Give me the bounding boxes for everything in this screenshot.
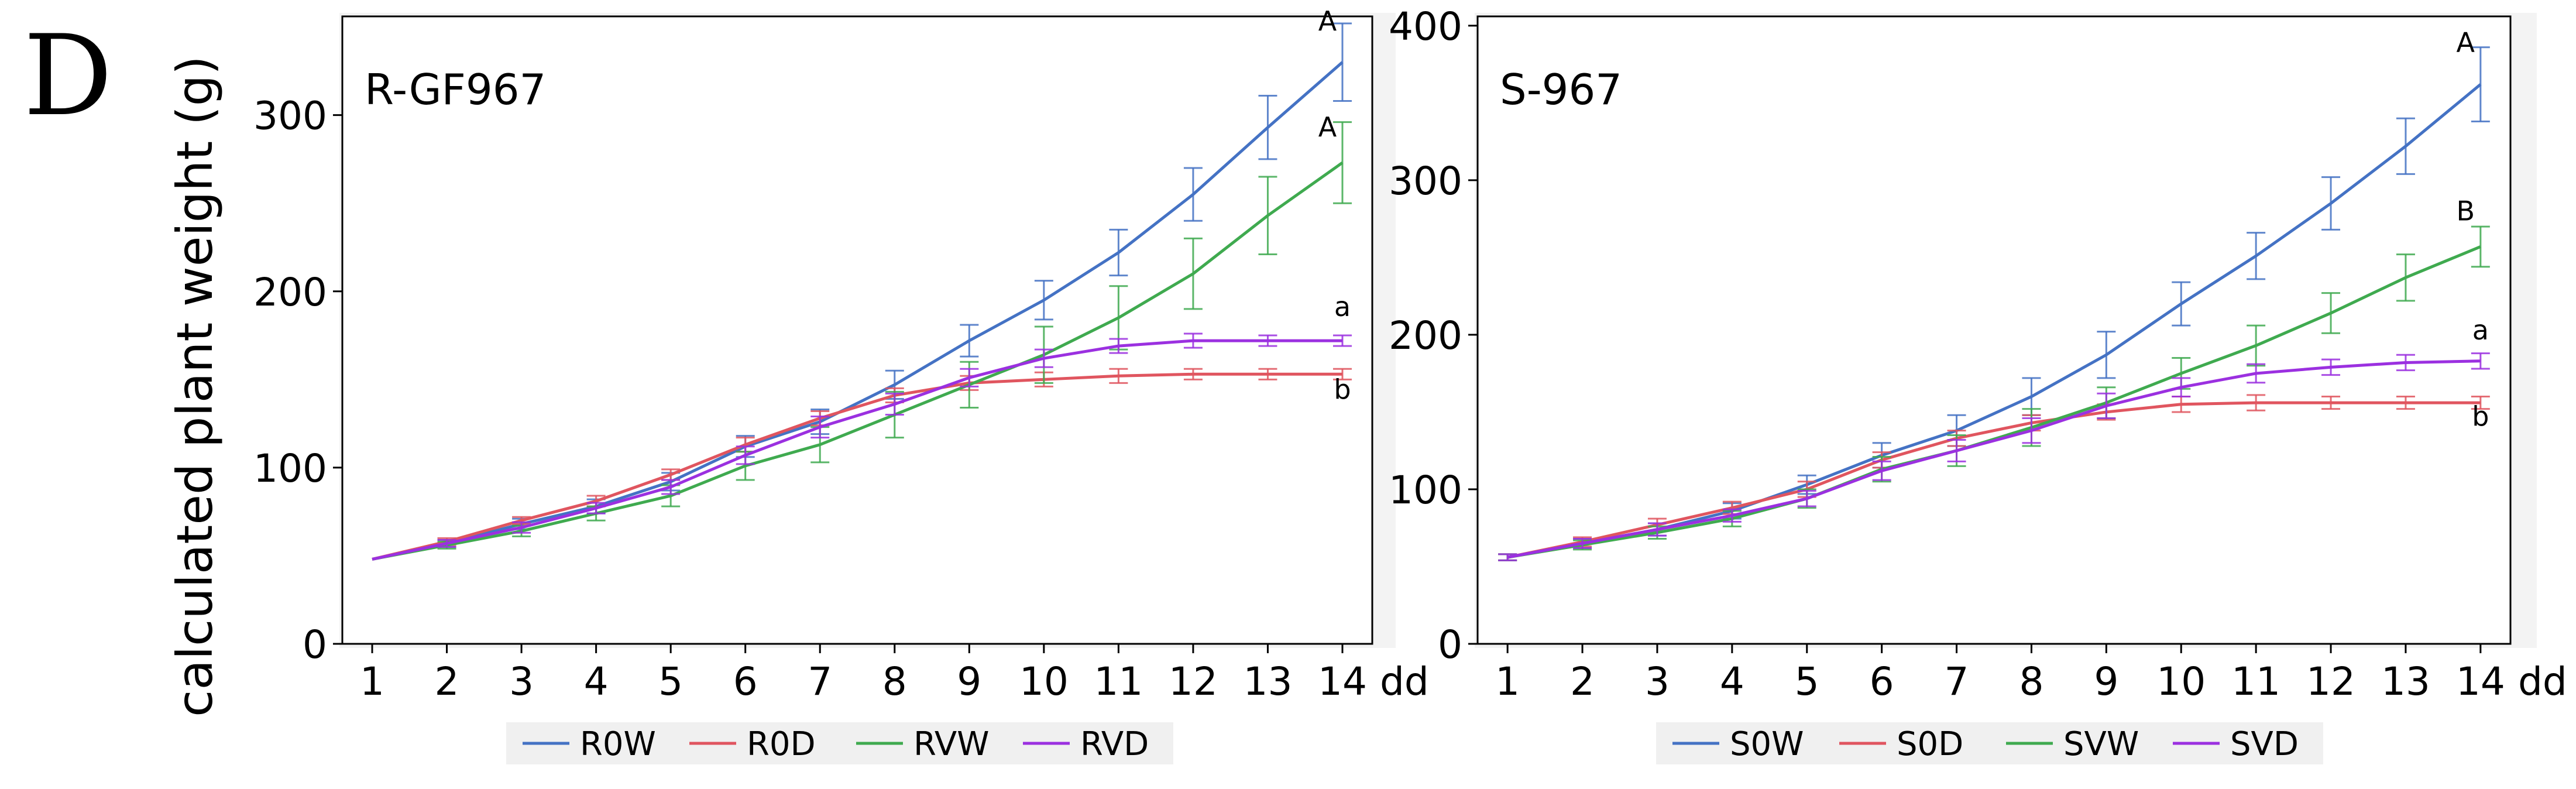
significance-label: B: [2456, 195, 2475, 227]
significance-label: A: [1318, 5, 1337, 37]
y-tick-label: 300: [1389, 159, 1462, 204]
significance-label: A: [2457, 27, 2475, 59]
x-tick-label: 2: [1570, 659, 1595, 704]
series-rvd: [372, 332, 1352, 561]
x-tick-label: 4: [1720, 659, 1744, 704]
x-tick-label: 1: [360, 659, 384, 704]
legend: R0W R0D RVW RVD: [506, 722, 1173, 764]
x-tick-label: 9: [2094, 659, 2118, 704]
x-tick-label: 2: [435, 659, 459, 704]
x-tick-label: 13: [1243, 659, 1292, 704]
x-tick-label: 14: [2456, 659, 2505, 704]
x-tick-label: 13: [2381, 659, 2430, 704]
series-line: [1507, 245, 2481, 559]
x-tick-label: 3: [509, 659, 534, 704]
y-tick-label: 0: [303, 622, 327, 667]
series-line: [372, 339, 1342, 561]
x-tick-label: 6: [1870, 659, 1894, 704]
x-tick-label: 8: [882, 659, 907, 704]
legend-label: R0D: [747, 725, 816, 763]
x-tick-label: 1: [1495, 659, 1520, 704]
x-tick-label: 12: [1169, 659, 1218, 704]
x-tick-label: 6: [733, 659, 758, 704]
y-tick-label: 400: [1389, 4, 1462, 49]
plot-area: [341, 15, 1373, 645]
x-tick-label: 11: [1094, 659, 1143, 704]
x-axis-label: dd: [2518, 659, 2567, 704]
series-line: [372, 161, 1344, 561]
y-tick-label: 300: [253, 94, 327, 139]
legend-label: RVD: [1080, 725, 1149, 763]
legend-label: SVW: [2063, 725, 2139, 763]
legend-label: SVD: [2230, 725, 2299, 763]
y-tick-label: 0: [1438, 622, 1462, 667]
x-tick-label: 9: [957, 659, 981, 704]
x-axis-label: dd: [1380, 659, 1429, 704]
legend: S0W S0D SVW SVD: [1656, 722, 2323, 764]
significance-label: a: [1334, 291, 1351, 323]
x-tick-label: 5: [658, 659, 683, 704]
series-line: [1507, 401, 2481, 559]
significance-label: b: [1334, 373, 1351, 405]
legend-label: S0D: [1897, 725, 1963, 763]
y-axis-label: calculated plant weight (g): [166, 56, 224, 717]
plot-area: [1476, 15, 2512, 645]
y-tick-label: 100: [253, 446, 327, 491]
y-tick-label: 100: [1389, 468, 1462, 513]
legend-label: R0W: [580, 725, 656, 763]
x-tick-label: 12: [2306, 659, 2355, 704]
x-tick-label: 7: [808, 659, 832, 704]
series-svd: [1498, 352, 2490, 561]
y-tick-label: 200: [1389, 313, 1462, 358]
series-svw: [1498, 225, 2490, 561]
significance-label: a: [2472, 314, 2489, 346]
x-tick-label: 8: [2019, 659, 2043, 704]
x-tick-label: 14: [1318, 659, 1367, 704]
legend-label: S0W: [1730, 725, 1804, 763]
x-tick-label: 10: [2156, 659, 2206, 704]
x-tick-label: 10: [1019, 659, 1069, 704]
x-tick-label: 4: [584, 659, 609, 704]
legend-label: RVW: [913, 725, 990, 763]
panel-label: D: [23, 11, 112, 140]
x-tick-label: 11: [2231, 659, 2280, 704]
chart-title: R-GF967: [365, 65, 546, 114]
significance-label: b: [2472, 401, 2489, 433]
x-tick-label: 5: [1795, 659, 1819, 704]
significance-label: A: [1318, 111, 1337, 143]
series-line: [372, 61, 1344, 561]
series-line: [372, 372, 1342, 561]
series-line: [1507, 359, 2481, 559]
x-tick-label: 3: [1645, 659, 1670, 704]
x-tick-label: 7: [1945, 659, 1969, 704]
chart-title: S-967: [1500, 65, 1622, 114]
y-tick-label: 200: [253, 270, 327, 315]
